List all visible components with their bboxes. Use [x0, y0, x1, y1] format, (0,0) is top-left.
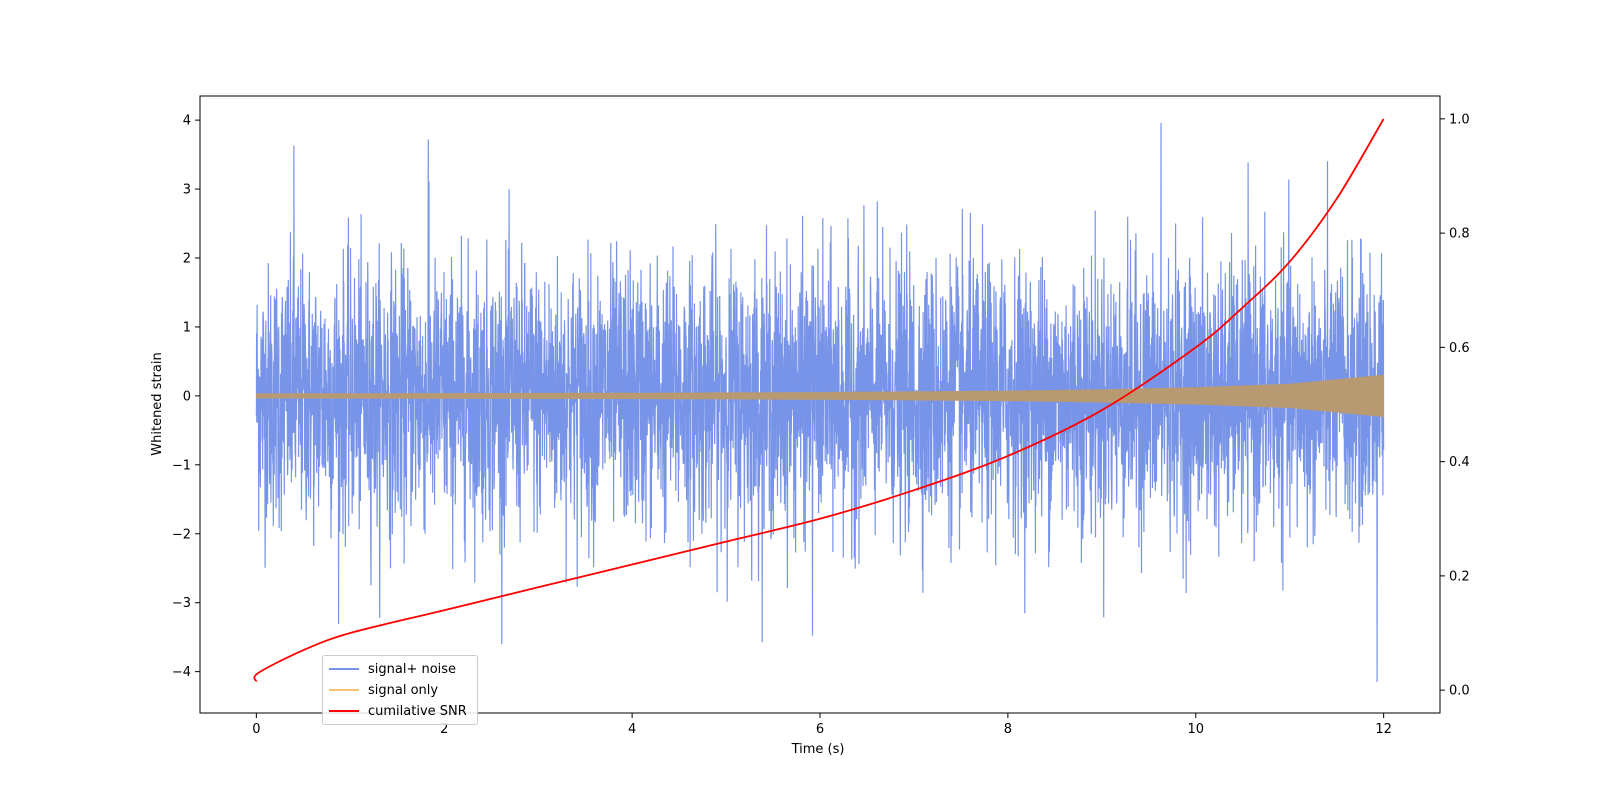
y-tick-label: 2 [183, 252, 191, 267]
legend-item-cumulative-snr: cumilative SNR [329, 701, 467, 721]
legend-item-signal-noise: signal+ noise [329, 659, 456, 679]
y2-tick-label: 1.0 [1449, 112, 1470, 127]
signal-only-series [255, 374, 1384, 418]
y-tick-label: 1 [183, 320, 191, 335]
x-tick-label: 2 [440, 722, 448, 737]
y-axis-ticks: −4 −3 −2 −1 0 1 2 3 4 [172, 114, 200, 680]
legend-label-cumulative-snr: cumilative SNR [368, 703, 467, 719]
x-axis-ticks: 0 2 4 6 8 10 12 [252, 713, 1392, 737]
y2-tick-label: 0.2 [1449, 569, 1470, 584]
y2-tick-label: 0.6 [1449, 341, 1470, 356]
y-tick-label: −1 [172, 458, 191, 473]
legend-label-signal-only: signal only [368, 682, 439, 698]
y-tick-label: 0 [183, 389, 191, 404]
y-tick-label: 4 [183, 114, 191, 129]
x-tick-label: 4 [628, 722, 636, 737]
x-tick-label: 6 [816, 722, 824, 737]
y2-axis-ticks: 0.0 0.2 0.4 0.6 0.8 1.0 [1440, 112, 1470, 699]
legend-swatch-cumulative-snr [329, 710, 359, 712]
y2-tick-label: 0.0 [1449, 684, 1470, 699]
signal-noise-line [255, 122, 1385, 683]
signal-noise-series [255, 122, 1385, 683]
cumulative-snr-line [253, 118, 1385, 682]
y-tick-label: −3 [172, 596, 191, 611]
x-tick-label: 0 [252, 722, 260, 737]
x-tick-label: 10 [1187, 722, 1204, 737]
signal-only-band [255, 374, 1384, 418]
y-axis-label: Whitened strain [150, 352, 165, 455]
legend-swatch-signal-only [329, 689, 359, 691]
y-tick-label: −2 [172, 527, 191, 542]
cumulative-snr-series [253, 118, 1385, 682]
x-axis-label: Time (s) [791, 742, 845, 757]
y2-tick-label: 0.8 [1449, 227, 1470, 242]
legend-swatch-signal-noise [329, 668, 359, 670]
x-tick-label: 12 [1375, 722, 1392, 737]
legend-item-signal-only: signal only [329, 680, 438, 700]
y-tick-label: −4 [172, 665, 191, 680]
y2-tick-label: 0.4 [1449, 455, 1470, 470]
legend: signal+ noise signal only cumilative SNR [322, 655, 478, 725]
y-tick-label: 3 [183, 183, 191, 198]
legend-label-signal-noise: signal+ noise [368, 661, 457, 677]
x-tick-label: 8 [1004, 722, 1012, 737]
